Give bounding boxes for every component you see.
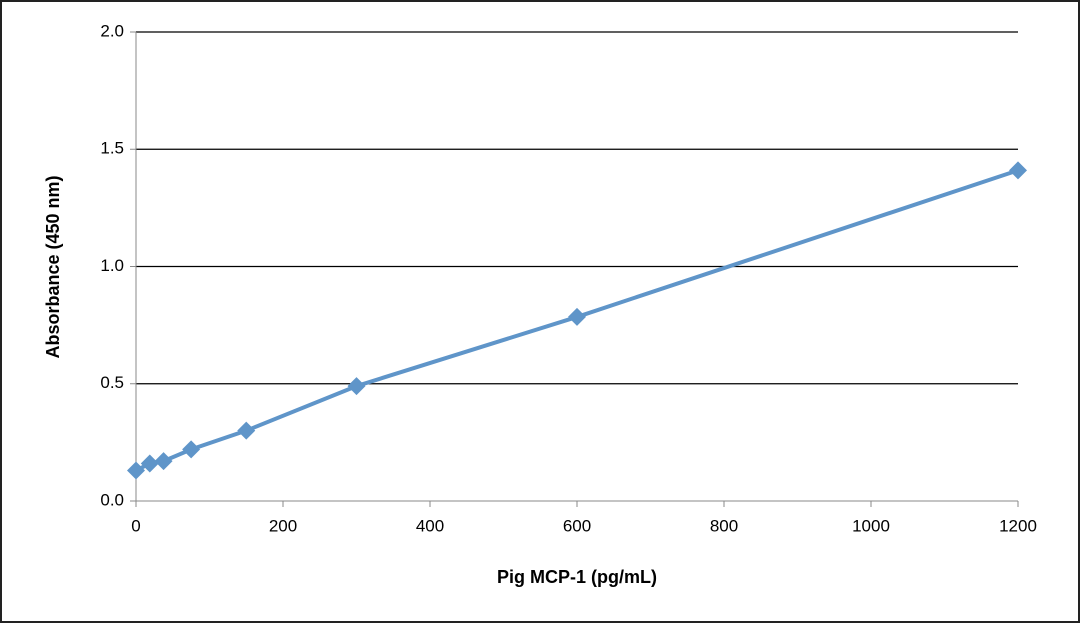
y-tick-label: 2.0 (100, 21, 124, 40)
x-tick-label: 600 (563, 516, 591, 535)
y-tick-label: 1.5 (100, 139, 124, 158)
y-tick-label: 0.5 (100, 373, 124, 392)
x-tick-label: 0 (131, 516, 140, 535)
data-point (154, 452, 173, 471)
x-axis-title: Pig MCP-1 (pg/mL) (497, 567, 657, 587)
x-tick-label: 800 (710, 516, 738, 535)
y-axis-title: Absorbance (450 nm) (43, 175, 63, 358)
x-tick-label: 400 (416, 516, 444, 535)
data-point (568, 307, 586, 326)
data-point (127, 461, 145, 480)
y-tick-label: 1.0 (100, 256, 124, 275)
x-tick-label: 200 (269, 516, 297, 535)
data-point (140, 454, 159, 473)
data-point (182, 440, 201, 459)
data-point (347, 377, 366, 396)
data-point (1009, 161, 1027, 180)
x-tick-label: 1000 (852, 516, 890, 535)
x-tick-label: 1200 (999, 516, 1037, 535)
y-tick-label: 0.0 (100, 490, 124, 509)
data-point (237, 421, 256, 440)
